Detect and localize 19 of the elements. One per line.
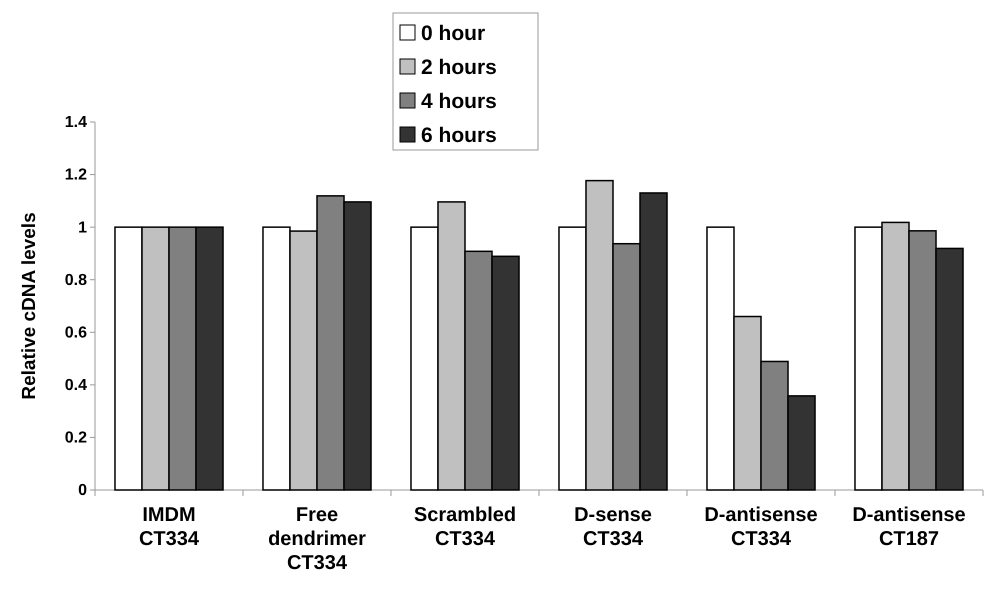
x-tick-label: IMDM CT334 [138, 504, 200, 550]
y-tick-label: 1 [78, 219, 88, 236]
x-tick-label: Scrambled CT334 [414, 504, 516, 550]
x-tick-label: D-sense CT334 [574, 504, 652, 550]
y-tick-label: 1.2 [64, 166, 88, 184]
y-tick-label: 0.4 [64, 376, 88, 394]
y-tick-label: 0 [78, 482, 88, 500]
x-tick-label: D-antisense CT187 [852, 504, 966, 550]
legend-label: 0 hour [421, 22, 486, 45]
x-tick-label: Free dendrimer CT334 [268, 504, 366, 574]
legend-label: 2 hours [421, 56, 497, 79]
legend-label: 6 hours [421, 124, 497, 147]
y-tick-label: 0.8 [64, 272, 88, 289]
y-axis-title: Relative cDNA levels [19, 212, 40, 400]
legend-label: 4 hours [421, 90, 497, 113]
y-tick-label: 0.6 [64, 324, 88, 342]
y-tick-label: 1.4 [64, 114, 88, 132]
x-tick-label: D-antisense CT334 [704, 504, 818, 550]
y-tick-label: 0.2 [64, 430, 88, 447]
